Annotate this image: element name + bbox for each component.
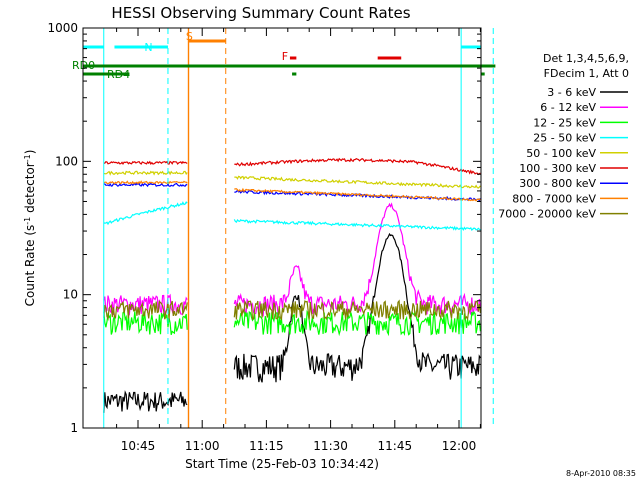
plot-frame — [82, 27, 482, 429]
x-tick-label: 10:45 — [121, 439, 156, 453]
series-trace-5 — [234, 175, 481, 189]
y-tick-label: 1 — [70, 421, 78, 435]
series-trace-3 — [103, 309, 188, 335]
x-tick-label: 11:15 — [249, 439, 284, 453]
series-trace-1 — [103, 390, 188, 413]
series-trace-1 — [233, 232, 481, 383]
flag-label: RD4 — [107, 68, 130, 81]
flag-layer: N S F RD0 RD4 — [72, 28, 496, 428]
x-tick-label: 12:00 — [442, 439, 477, 453]
series-trace-6 — [103, 160, 188, 165]
series-trace-8 — [103, 180, 188, 185]
series-trace-6 — [234, 157, 481, 176]
series-trace-5 — [103, 170, 188, 176]
y-axis-label-sup2: -1 — [23, 154, 32, 162]
y-axis-label-mid: detector — [23, 162, 37, 217]
x-axis-ticks: 10:45 11:00 11:15 11:30 11:45 12:00 — [116, 28, 481, 453]
legend-entry-label: 25 - 50 keV — [533, 132, 596, 145]
legend-entry-label: 50 - 100 keV — [526, 147, 596, 160]
flag-label: F — [282, 50, 288, 63]
legend-entry-label: 800 - 7000 keV — [512, 192, 596, 205]
x-tick-label: 11:30 — [313, 439, 348, 453]
legend-entry-label: 7000 - 20000 keV — [498, 208, 596, 221]
legend-entry-label: 6 - 12 keV — [540, 101, 596, 114]
series-trace-8 — [234, 187, 481, 202]
legend-entry-label: 300 - 800 keV — [519, 177, 596, 190]
chart-title: HESSI Observing Summary Count Rates — [111, 4, 410, 22]
series-trace-7 — [103, 182, 188, 188]
legend-entry-label: 3 - 6 keV — [547, 86, 596, 99]
plot-data — [103, 157, 481, 413]
series-trace-9 — [103, 300, 188, 321]
y-tick-label: 1000 — [47, 21, 78, 35]
series-trace-4 — [103, 201, 188, 226]
legend-entry-label: 12 - 25 keV — [533, 116, 596, 129]
y-tick-label: 100 — [55, 154, 78, 168]
x-tick-label: 11:00 — [185, 439, 220, 453]
legend-entry-label: 100 - 300 keV — [519, 162, 596, 175]
legend: Det 1,3,4,5,6,9, FDecim 1, Att 0 3 - 6 k… — [498, 52, 629, 221]
flag-label: RD0 — [72, 59, 95, 72]
legend-header-1: Det 1,3,4,5,6,9, — [543, 52, 629, 65]
y-axis-label-sup1: -1 — [23, 217, 32, 225]
x-tick-label: 11:45 — [378, 439, 413, 453]
x-axis-label: Start Time (25-Feb-03 10:34:42) — [185, 457, 379, 471]
flag-label: S — [186, 30, 193, 43]
legend-header-2: FDecim 1, Att 0 — [544, 67, 629, 80]
y-axis-label-end: ) — [23, 150, 37, 155]
y-axis-label: Count Rate (s-1 detector-1) — [23, 150, 38, 307]
y-axis-ticks: 1 10 100 1000 — [47, 21, 481, 435]
footer-timestamp: 8-Apr-2010 08:35 — [566, 469, 636, 478]
flag-label: N — [144, 41, 152, 54]
series-trace-9 — [233, 299, 481, 321]
series-trace-4 — [233, 218, 481, 232]
y-axis-label-main: Count Rate (s — [23, 225, 37, 307]
y-tick-label: 10 — [63, 288, 78, 302]
